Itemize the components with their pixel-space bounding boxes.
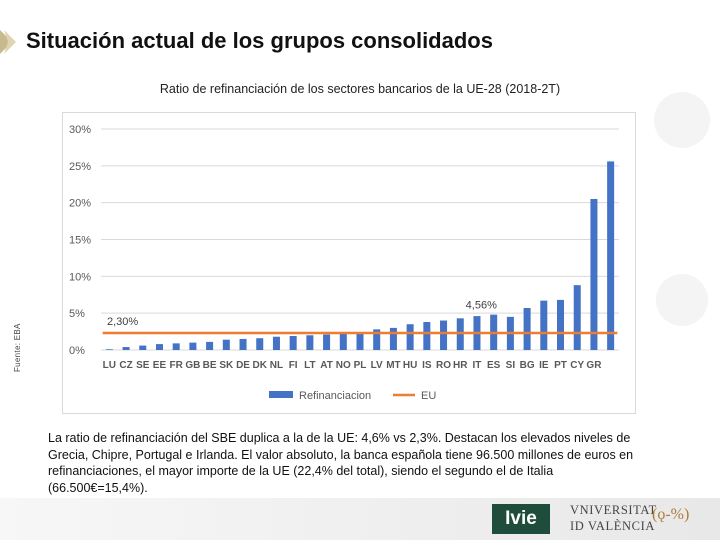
x-tick-label: NO [336, 360, 351, 371]
x-tick-label: SK [219, 360, 234, 371]
x-tick-label: IE [539, 360, 549, 371]
x-tick-label: RO [436, 360, 451, 371]
legend-bar-label: Refinanciacion [299, 390, 371, 402]
x-tick-label: HU [403, 360, 417, 371]
chart-container: 30% 25% 20% 15% 10% 5% 0% LU CZ SE EE FR GB BE SK DE DK N… [62, 112, 636, 414]
legend-line-label: EU [421, 390, 436, 402]
x-tick-label: IS [422, 360, 432, 371]
header-arrow-icon [0, 30, 16, 54]
x-tick-label: ES [487, 360, 501, 371]
bar [323, 334, 331, 350]
page-title: Situación actual de los grupos consolida… [26, 28, 493, 53]
x-tick-label: HR [453, 360, 468, 371]
bar [339, 333, 347, 350]
y-tick-label: 5% [69, 308, 85, 320]
annotation-es-value: 4,56% [466, 299, 497, 311]
x-tick-label: IT [473, 360, 482, 371]
x-tick-label: DK [253, 360, 268, 371]
x-tick-label: CZ [119, 360, 132, 371]
bar [222, 339, 230, 350]
x-tick-label: FI [289, 360, 298, 371]
bar [272, 336, 280, 350]
bar [423, 322, 431, 350]
uv-logo: VNIVERSITAT ID VALÈNCIA [570, 502, 657, 534]
uv-emblem-icon: (ǫ-%) [652, 506, 690, 523]
x-tick-label: PL [354, 360, 367, 371]
x-tick-label: SI [506, 360, 516, 371]
uv-logo-line1: VNIVERSITAT [570, 503, 657, 517]
bar-chart: 30%25%20%15%10%5%0%LU CZ SE EE FR GB BE SK DE DK N… [69, 124, 619, 402]
bar [206, 341, 214, 350]
x-tick-label: GB [185, 360, 200, 371]
x-tick-label: PT [554, 360, 567, 371]
x-tick-label: NL [270, 360, 283, 371]
bar [139, 345, 147, 350]
chart-title: Ratio de refinanciación de los sectores … [159, 82, 561, 96]
y-tick-label: 15% [69, 235, 91, 247]
x-tick-label: EE [153, 360, 167, 371]
bar [306, 335, 314, 350]
x-tick-label: LT [304, 360, 315, 371]
annotation-eu-value: 2,30% [107, 316, 138, 328]
bar [540, 300, 548, 350]
x-tick-label: MT [386, 360, 400, 371]
body-paragraph: La ratio de refinanciación del SBE dupli… [48, 431, 634, 495]
bar [289, 336, 297, 350]
bar [557, 299, 565, 350]
bar [590, 198, 598, 350]
x-tick-label: BE [203, 360, 217, 371]
x-tick-label: GR [586, 360, 602, 371]
bar [607, 161, 615, 350]
bar [523, 308, 531, 350]
bar [256, 338, 264, 350]
x-tick-label: LV [371, 360, 383, 371]
x-tick-label: SE [136, 360, 150, 371]
bar [440, 320, 448, 350]
x-tick-label: DE [236, 360, 250, 371]
bar [389, 327, 397, 350]
bar [356, 333, 364, 350]
ivie-logo: Ivie [492, 504, 550, 534]
bar [155, 344, 163, 350]
y-tick-label: 25% [69, 161, 91, 173]
x-tick-label: LU [103, 360, 116, 371]
y-tick-label: 0% [69, 345, 85, 357]
y-tick-label: 20% [69, 198, 91, 210]
bar [122, 347, 130, 350]
bar [239, 338, 247, 350]
source-label: Fuente: EBA [13, 323, 22, 372]
legend-bar-swatch [269, 391, 293, 398]
bar [105, 349, 113, 350]
bar [406, 324, 414, 350]
x-tick-label: CY [570, 360, 584, 371]
uv-logo-line2: ID VALÈNCIA [570, 519, 655, 533]
x-tick-label: FR [170, 360, 184, 371]
y-tick-label: 30% [69, 124, 91, 136]
x-tick-label: AT [320, 360, 333, 371]
bar [373, 329, 381, 350]
bar [172, 343, 180, 350]
footer-bar [0, 498, 720, 540]
bar [573, 285, 581, 350]
bar [189, 342, 197, 350]
x-tick-label: BG [520, 360, 535, 371]
y-tick-label: 10% [69, 271, 91, 283]
